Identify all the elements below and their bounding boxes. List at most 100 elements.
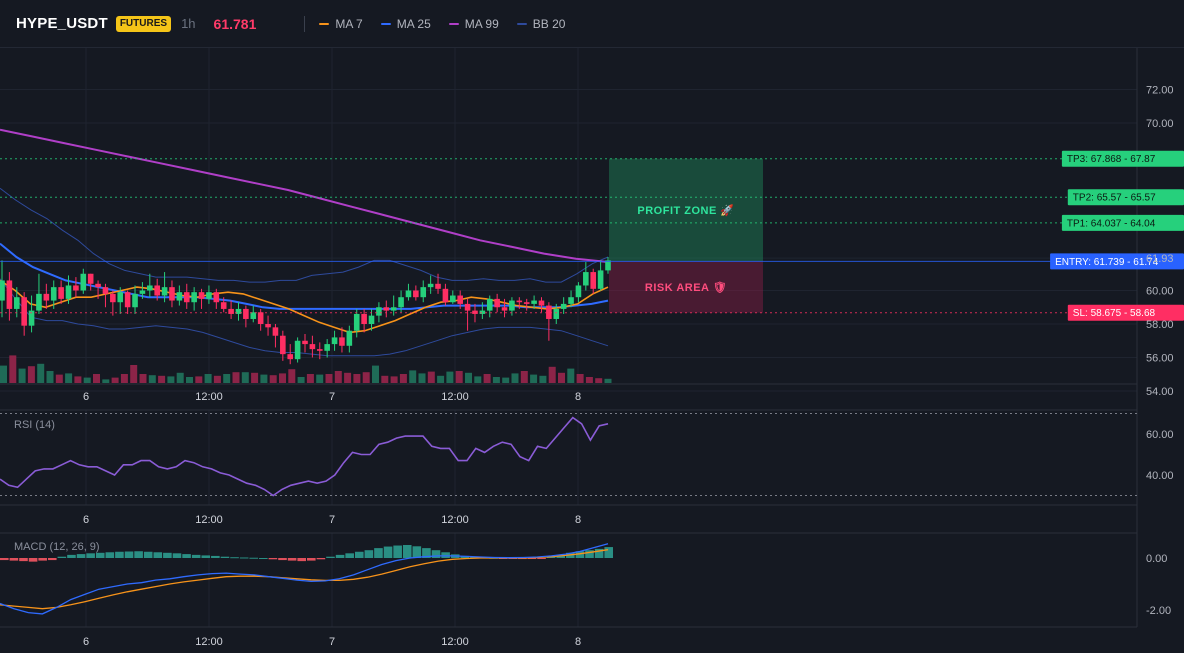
candle-up xyxy=(568,297,574,304)
price-tick: 70.00 xyxy=(1146,118,1174,130)
candle-down xyxy=(73,285,79,291)
tp3-tag xyxy=(1061,150,1184,167)
entry-tag-text: ENTRY: 61.739 - 61.74 xyxy=(1055,257,1159,268)
rsi-title: RSI (14) xyxy=(14,419,55,431)
candle-down xyxy=(590,272,597,289)
bb-upper-line xyxy=(0,187,609,283)
macd-histogram-bar xyxy=(537,558,546,559)
volume-bar xyxy=(251,372,259,383)
time-tick: 6 xyxy=(83,514,89,526)
risk-area-label: RISK AREA 🛡 xyxy=(645,281,727,294)
macd-histogram-bar xyxy=(0,558,9,561)
profit-zone xyxy=(609,158,763,262)
candle-down xyxy=(413,290,419,298)
volume-bar xyxy=(595,378,603,383)
legend-ma25-swatch xyxy=(380,22,391,25)
legend-ma7[interactable]: MA 7 xyxy=(319,17,363,31)
macd-pane[interactable]: MACD (12, 26, 9) 0.00 -2.00 xyxy=(0,541,1171,617)
candle-up xyxy=(147,285,153,291)
indicator-legend: MA 7 MA 25 MA 99 BB 20 xyxy=(319,17,583,31)
legend-bb20[interactable]: BB 20 xyxy=(516,17,565,31)
macd-histogram-bar xyxy=(470,556,479,558)
time-tick: 12:00 xyxy=(195,514,223,526)
candle-up xyxy=(553,308,560,319)
volume-bar xyxy=(176,372,184,383)
macd-histogram-bar xyxy=(345,553,354,558)
volume-bar xyxy=(381,375,389,383)
macd-histogram-bar xyxy=(393,545,402,558)
volume-bar xyxy=(158,375,166,383)
volume-bar xyxy=(46,371,54,383)
volume-bar xyxy=(604,378,612,383)
price-tick: 54.00 xyxy=(1146,386,1174,398)
candle-down xyxy=(102,287,109,294)
volume-bar xyxy=(306,374,314,383)
candle-down xyxy=(494,298,500,308)
volume-bar xyxy=(316,374,324,383)
volume-bar xyxy=(576,374,584,383)
tp2-tag-text: TP2: 65.57 - 65.57 xyxy=(1073,193,1156,204)
candle-up xyxy=(0,280,5,301)
rsi-pane[interactable]: RSI (14) 60.00 40.00 xyxy=(0,413,1174,497)
rsi-tick: 40.00 xyxy=(1146,470,1174,482)
volume-bar xyxy=(344,372,352,383)
candle-down xyxy=(442,288,449,303)
volume-bar xyxy=(195,376,203,383)
candle-down xyxy=(220,302,227,309)
candle-down xyxy=(538,300,545,306)
candle-down xyxy=(21,297,27,326)
candle-down xyxy=(265,324,271,328)
candle-up xyxy=(376,307,382,316)
volume-bar xyxy=(511,373,519,383)
ma7-line xyxy=(0,279,609,334)
candle-down xyxy=(58,287,64,299)
candle-up xyxy=(50,287,57,301)
volume-bar xyxy=(241,372,249,383)
time-tick: 8 xyxy=(575,636,581,648)
symbol-name[interactable]: HYPE_USDT xyxy=(16,15,108,32)
candlesticks[interactable] xyxy=(0,257,611,365)
candle-down xyxy=(183,292,190,303)
candle-up xyxy=(405,290,412,298)
legend-ma25[interactable]: MA 25 xyxy=(380,17,431,31)
volume-bar xyxy=(120,374,128,383)
candle-up xyxy=(191,292,197,303)
macd-histogram-bar xyxy=(172,553,182,558)
candle-up xyxy=(346,330,353,346)
candle-down xyxy=(309,344,316,350)
volume-bar xyxy=(520,371,528,383)
timeframe-label[interactable]: 1h xyxy=(181,16,196,31)
macd-histogram-bar xyxy=(259,558,268,559)
macd-histogram-bar xyxy=(383,546,393,558)
candle-down xyxy=(243,308,249,319)
legend-ma99[interactable]: MA 99 xyxy=(448,17,499,31)
time-tick: 12:00 xyxy=(441,391,469,403)
volume-bar xyxy=(83,377,91,383)
candle-down xyxy=(435,283,441,289)
volume-bar xyxy=(474,376,482,383)
candle-up xyxy=(80,273,87,291)
candle-up xyxy=(206,292,212,299)
volume-bar xyxy=(55,374,63,383)
candle-up xyxy=(420,287,427,298)
risk-zone xyxy=(609,261,763,313)
volume-bar xyxy=(148,375,156,383)
trade-zones: PROFIT ZONE 🚀 RISK AREA 🛡 xyxy=(609,158,763,313)
candle-down xyxy=(361,313,367,324)
candle-down xyxy=(95,283,101,288)
macd-histogram-bar xyxy=(364,550,374,558)
volume-bar xyxy=(102,379,110,383)
ma25-line xyxy=(0,242,609,310)
volume-bar xyxy=(558,372,565,383)
volume-bar xyxy=(390,376,398,383)
candle-up xyxy=(479,310,486,314)
candle-down xyxy=(316,349,323,351)
macd-histogram-bar xyxy=(201,555,211,558)
trade-levels: TP3: 67.868 - 67.87 TP2: 65.57 - 65.57 TP1… xyxy=(0,150,1184,321)
price-tick: 60.00 xyxy=(1146,286,1174,298)
candle-up xyxy=(324,344,330,351)
volume-bar xyxy=(548,366,556,383)
candle-up xyxy=(450,295,456,303)
